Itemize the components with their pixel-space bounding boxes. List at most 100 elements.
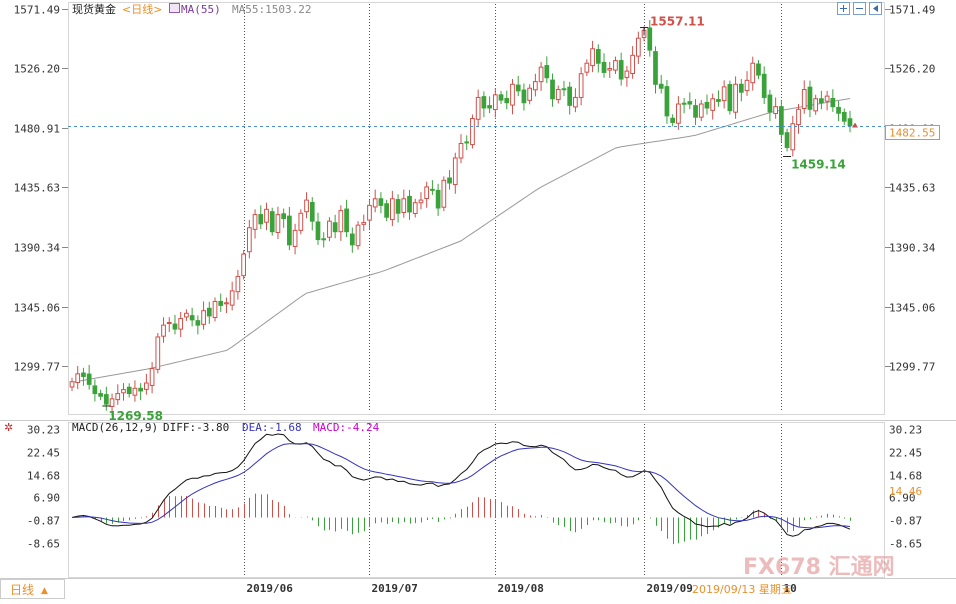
toolbar [837, 2, 882, 15]
x-tick-labels: 2019/06 2019/07 2019/08 2019/09 10 [247, 582, 797, 595]
candle-body-up [401, 198, 407, 213]
ma-line [71, 98, 851, 383]
candle-body-up [824, 95, 830, 102]
candle-body-up [327, 220, 332, 238]
candle [470, 114, 475, 149]
candle-body-down [727, 84, 733, 112]
candle [613, 56, 618, 75]
candle [195, 315, 201, 335]
macd-tick-label-right: 6.90 [889, 492, 916, 505]
candle [498, 90, 504, 105]
candles [69, 20, 853, 416]
candle-body-up [721, 86, 727, 102]
candle-body-down [830, 97, 836, 108]
candle-body-up [698, 103, 704, 118]
candle-body-down [218, 300, 224, 306]
candle-body-up [69, 381, 75, 388]
candle-body-up [367, 204, 372, 221]
candle-body-up [475, 96, 481, 120]
candle [773, 97, 778, 119]
candle [521, 83, 527, 111]
candle-body-up [155, 336, 161, 370]
dropdown-arrow-icon: ▲ [41, 586, 48, 596]
candle-body-down [126, 386, 132, 395]
candle [801, 80, 807, 114]
macd-tick-label-left: 6.90 [34, 492, 61, 505]
macd-tick-label-right: 22.45 [889, 447, 922, 460]
candle [584, 59, 590, 77]
candle-body-up [275, 214, 281, 233]
y-tick-labels: 1571.491571.491526.201526.201480.911480.… [14, 4, 936, 551]
macd-settings-icon[interactable]: ✲ [4, 421, 13, 434]
price-tick-label-right: 1345.06 [889, 302, 935, 315]
candle [721, 80, 727, 109]
candle [750, 56, 756, 91]
x-tick-label: 2019/09 [647, 582, 693, 595]
candle-body-down [504, 97, 510, 104]
candle [126, 383, 132, 398]
price-tick-label-right: 1571.49 [889, 4, 935, 17]
candle-body-down [258, 214, 264, 225]
candle [92, 379, 98, 402]
candle-body-up [441, 179, 447, 208]
candle [716, 90, 721, 107]
candle [138, 383, 144, 401]
candle-body-down [767, 94, 773, 113]
candle-body-up [630, 54, 635, 74]
candle [287, 206, 292, 251]
period-button[interactable]: 日线 ▲ [0, 579, 65, 599]
candle-body-up [744, 79, 750, 92]
current-price-tag: 1482.55 [885, 125, 940, 140]
candle-body-up [235, 275, 241, 293]
candle-body-up [710, 98, 716, 111]
candle [778, 100, 784, 143]
candle [338, 205, 344, 241]
macd-lines [71, 433, 851, 537]
zoom-out-icon[interactable] [853, 2, 866, 15]
candle-body-down [81, 372, 86, 377]
zoom-in-icon[interactable] [837, 2, 850, 15]
candle [819, 90, 824, 110]
candle-body-up [75, 373, 81, 384]
candle [218, 293, 224, 312]
candle-body-down [687, 101, 693, 105]
candle [212, 297, 218, 322]
ma-value-label: MA55:1503.22 [232, 3, 311, 16]
candle [372, 189, 378, 213]
candle-body-up [533, 81, 538, 91]
candle [367, 200, 372, 230]
candle-body-down [349, 233, 355, 246]
candle-body-down [761, 73, 767, 98]
candle [573, 88, 578, 113]
candle [698, 100, 704, 122]
candle [704, 94, 710, 115]
candle [555, 85, 561, 104]
candle-body-up [298, 212, 304, 231]
candle [344, 199, 349, 237]
candle [309, 197, 315, 231]
candle-body-up [355, 224, 361, 247]
candle-body-up [338, 210, 344, 233]
candle [447, 170, 452, 190]
candle-body-down [172, 323, 178, 330]
price-tick-label-left: 1299.77 [14, 361, 60, 374]
candle-body-down [92, 385, 98, 395]
candle-body-down [618, 60, 624, 80]
candle-body-down [653, 51, 658, 85]
candle [189, 307, 195, 327]
date-marker-label: 2019/09/13 星期五 [692, 583, 792, 596]
price-legend: 现货黄金 <日线> MA(55) MA55:1503.22 [72, 2, 311, 16]
candle [630, 46, 635, 79]
candle [178, 311, 184, 337]
candle [115, 384, 121, 405]
price-tick-label-left: 1345.06 [14, 302, 60, 315]
candle [515, 75, 521, 97]
ma-toggle-icon[interactable] [169, 3, 180, 13]
candle-body-up [452, 157, 458, 186]
candle [121, 383, 126, 401]
scroll-left-icon[interactable] [869, 2, 882, 15]
dea-label: DEA:-1.68 [242, 421, 302, 434]
candle [258, 205, 264, 230]
candle-body-down [269, 211, 275, 233]
candle [836, 100, 841, 122]
